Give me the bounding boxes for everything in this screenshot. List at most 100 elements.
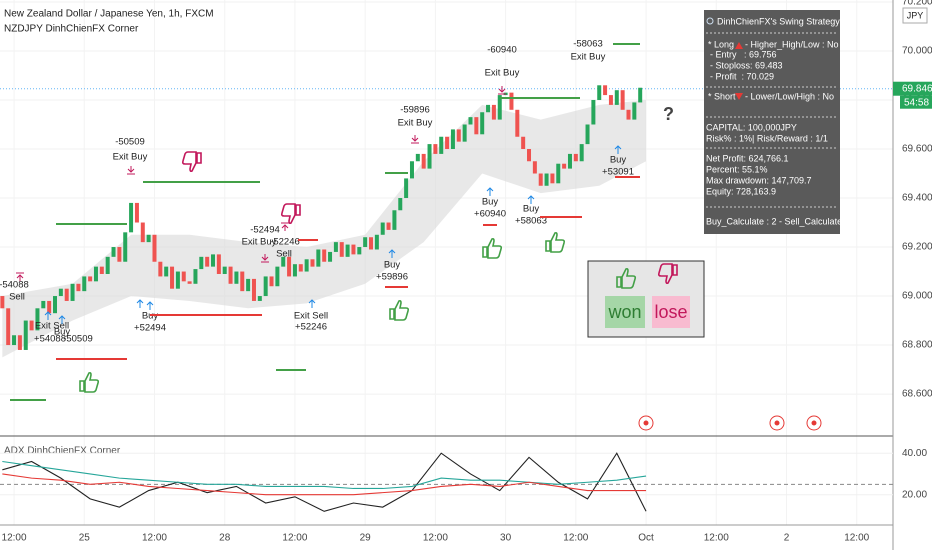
candle	[170, 266, 175, 289]
indicator-tick-label: 40.00	[902, 448, 927, 459]
entry-arrow	[388, 249, 396, 258]
candle	[409, 161, 414, 179]
price-tick-label: 69.600	[902, 144, 932, 155]
indicator-line	[2, 452, 647, 512]
candle	[573, 153, 578, 162]
candle	[0, 296, 5, 309]
candle	[152, 234, 157, 262]
signal-label: Buy	[384, 260, 401, 271]
candle	[240, 271, 245, 292]
entry-arrow	[146, 301, 154, 310]
candle	[193, 269, 198, 284]
time-tick-label: 12:00	[2, 533, 27, 544]
candle	[281, 256, 286, 267]
time-tick-label: 12:00	[563, 533, 588, 544]
candle	[199, 256, 204, 270]
candle	[462, 124, 467, 142]
signal-label: +54088	[34, 334, 66, 345]
candle	[269, 276, 274, 287]
candle	[562, 163, 567, 169]
candle	[234, 271, 239, 284]
candle	[357, 247, 362, 255]
candle	[58, 288, 63, 297]
price-tick-label: 70.200	[902, 0, 932, 8]
candle	[439, 136, 444, 154]
candle	[211, 254, 216, 267]
signal-label: -59896	[400, 105, 430, 116]
price-tick-label: 69.200	[902, 242, 932, 253]
candle	[614, 90, 619, 105]
candle	[322, 249, 327, 262]
candle	[468, 117, 473, 125]
info-panel: DinhChienFX's Swing Strategy * Long - Hig…	[704, 10, 855, 234]
candle	[392, 210, 397, 230]
candle	[339, 242, 344, 257]
time-tick-label: 29	[360, 533, 372, 544]
candle	[404, 178, 409, 199]
scoreboard: won lose	[587, 260, 705, 338]
candle	[82, 276, 87, 292]
candle	[47, 300, 52, 314]
candle	[567, 153, 572, 169]
time-tick-label: 12:00	[423, 533, 448, 544]
candle	[88, 276, 93, 282]
lose-label: lose	[654, 302, 687, 322]
candle	[134, 202, 139, 223]
candle	[445, 136, 450, 150]
time-tick-label: 12:00	[282, 533, 307, 544]
entry-arrow	[136, 299, 144, 308]
candle	[275, 266, 280, 287]
candle	[228, 266, 233, 284]
signal-label: +60940	[474, 209, 506, 220]
signal-label: Exit Buy	[571, 52, 606, 63]
signal-label: Exit Sell	[35, 321, 69, 332]
candle	[93, 266, 98, 282]
candle	[6, 308, 11, 346]
candle	[638, 87, 643, 103]
entry-arrow	[486, 187, 494, 196]
exit-arrow	[498, 86, 506, 95]
candle	[298, 264, 303, 272]
panel-line: Percent: 55.1%	[706, 164, 768, 174]
candle	[374, 234, 379, 250]
candle	[29, 320, 34, 331]
time-tick-label: 12:00	[844, 533, 869, 544]
signal-label: Buy	[142, 311, 159, 322]
candle	[41, 300, 46, 309]
candle	[415, 153, 420, 162]
signal-label: -58063	[573, 39, 603, 50]
candle	[187, 281, 192, 284]
candle	[164, 266, 169, 277]
candle	[246, 278, 251, 292]
candle	[12, 335, 17, 346]
panel-line: * Short	[708, 91, 736, 101]
price-tick-label: 69.400	[902, 193, 932, 204]
signal-label: -52494	[250, 225, 280, 236]
candle	[591, 99, 596, 125]
candle	[603, 85, 608, 96]
entry-arrow	[527, 195, 535, 204]
price-tag-label: 69.846	[902, 83, 932, 94]
panel-line: Max drawdown: 147,709.7	[706, 175, 812, 185]
candle	[497, 95, 502, 120]
panel-line: - Stoploss: 69.483	[710, 60, 783, 70]
candle	[140, 222, 145, 243]
candle	[17, 335, 22, 350]
candle	[35, 308, 40, 331]
panel-line: Buy_Calculate : 2 - Sell_Calculate : 0	[706, 216, 855, 226]
candle	[333, 242, 338, 252]
chart-subtitle: NZDJPY DinhChienFX Corner	[4, 24, 139, 35]
candle	[117, 247, 122, 262]
candle	[53, 296, 58, 314]
time-tick-label: 12:00	[704, 533, 729, 544]
currency-box[interactable]	[902, 7, 928, 24]
candle	[486, 104, 491, 113]
panel-line: * Long	[708, 39, 734, 49]
signal-label: +53091	[602, 167, 634, 178]
candle	[544, 173, 549, 186]
event-icons[interactable]	[638, 415, 822, 431]
candle	[129, 202, 134, 233]
candle	[345, 244, 350, 257]
